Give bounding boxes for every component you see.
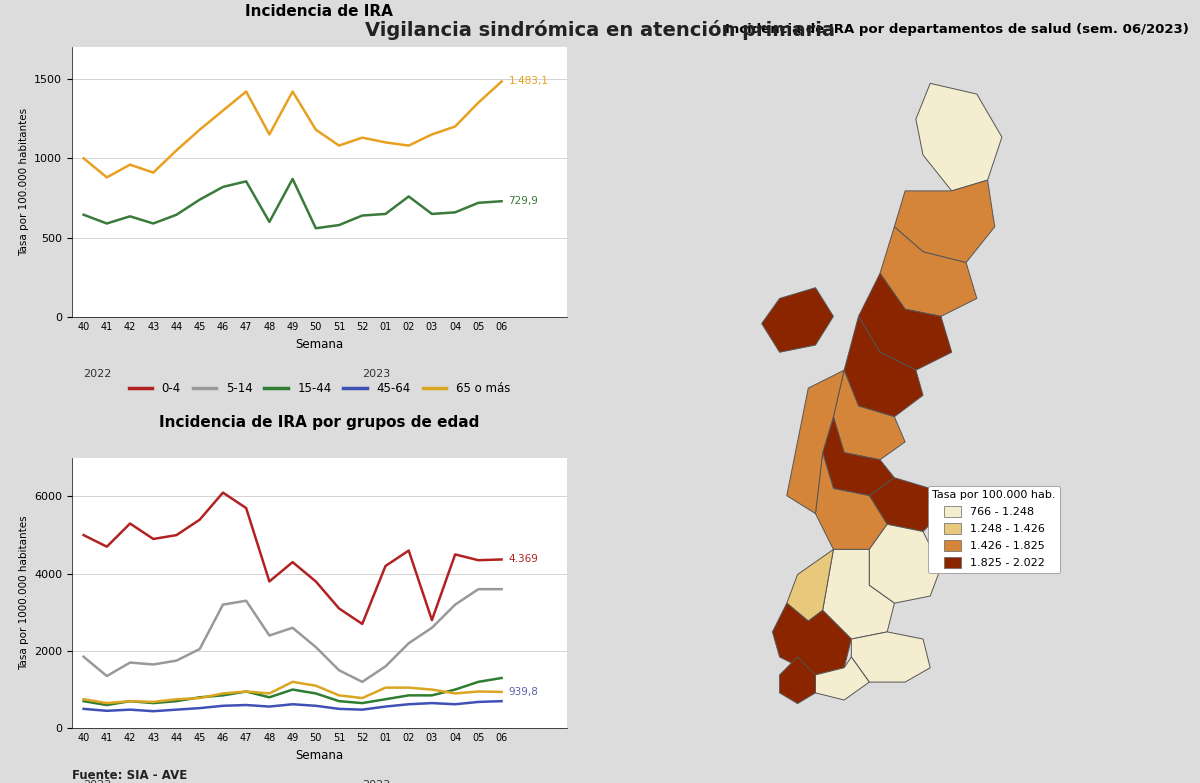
Title: Incidencia de IRA por grupos de edad: Incidencia de IRA por grupos de edad xyxy=(160,415,480,431)
Legend: 766 - 1.248, 1.248 - 1.426, 1.426 - 1.825, 1.825 - 2.022: 766 - 1.248, 1.248 - 1.426, 1.426 - 1.82… xyxy=(928,486,1061,573)
Text: Vigilancia sindrómica en atención primaria: Vigilancia sindrómica en atención primar… xyxy=(365,20,835,40)
Text: 2023: 2023 xyxy=(362,780,390,783)
X-axis label: Semana: Semana xyxy=(295,749,343,762)
Text: 2022: 2022 xyxy=(84,369,112,379)
Text: 4.369: 4.369 xyxy=(509,554,539,565)
Text: Incidencia de IRA por departamentos de salud (sem. 06/2023): Incidencia de IRA por departamentos de s… xyxy=(725,23,1189,36)
Title: Incidencia de IRA: Incidencia de IRA xyxy=(245,5,394,20)
Text: Fuente: SIA - AVE: Fuente: SIA - AVE xyxy=(72,769,187,782)
Text: 1.483,1: 1.483,1 xyxy=(509,77,548,86)
Y-axis label: Tasa por 1000.000 habitantes: Tasa por 1000.000 habitantes xyxy=(18,516,29,670)
Text: 729,9: 729,9 xyxy=(509,197,539,206)
Y-axis label: Tasa por 100.000 habitantes: Tasa por 100.000 habitantes xyxy=(19,108,29,256)
Text: 2023: 2023 xyxy=(362,369,390,379)
Text: 2022: 2022 xyxy=(84,780,112,783)
Text: 939,8: 939,8 xyxy=(509,687,539,697)
Legend: 0-4, 5-14, 15-44, 45-64, 65 o más: 0-4, 5-14, 15-44, 45-64, 65 o más xyxy=(124,377,515,399)
X-axis label: Semana: Semana xyxy=(295,337,343,351)
